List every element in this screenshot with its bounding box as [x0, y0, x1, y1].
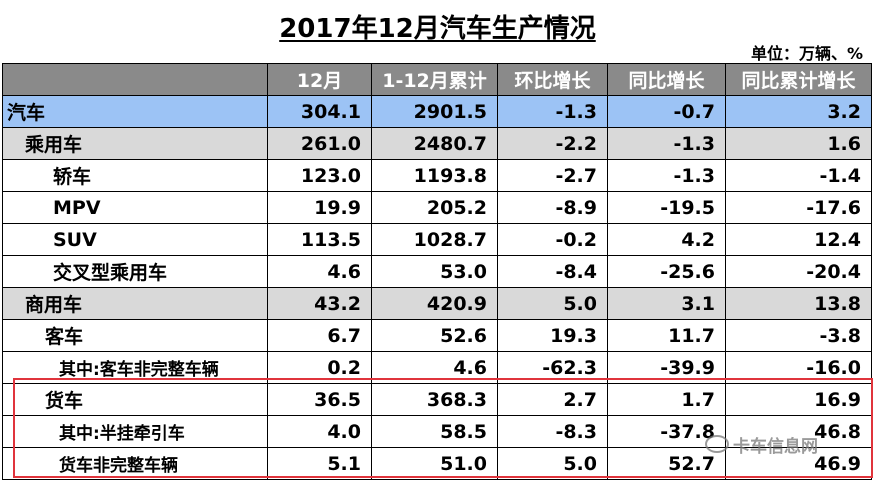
cell-value: 113.5 [267, 223, 372, 256]
row-label: 乘用车 [2, 127, 268, 160]
cell-value: 36.5 [267, 383, 372, 416]
cell-value: 0.2 [267, 351, 372, 384]
row-label: MPV [2, 191, 268, 224]
cell-value: -2.2 [497, 127, 608, 160]
cell-value: 6.7 [267, 319, 372, 352]
header-cell: 环比增长 [497, 63, 608, 96]
row-label: 交叉型乘用车 [2, 255, 268, 288]
row-label: 货车非完整车辆 [2, 447, 268, 480]
cell-value: 368.3 [371, 383, 498, 416]
cell-value: 5.0 [497, 287, 608, 320]
cell-value: 52.6 [371, 319, 498, 352]
wechat-icon [705, 435, 729, 453]
row-label: 商用车 [2, 287, 268, 320]
unit-note: 单位：万辆、% [750, 44, 863, 63]
table-row: 货车非完整车辆 5.1 51.0 5.0 52.7 46.9 [2, 447, 872, 480]
cell-value: 11.7 [607, 319, 726, 352]
header-cell: 同比增长 [607, 63, 726, 96]
row-label: 其中:半挂牵引车 [2, 415, 268, 448]
table-row: MPV 19.9 205.2 -8.9 -19.5 -17.6 [2, 191, 872, 224]
table-row: 客车 6.7 52.6 19.3 11.7 -3.8 [2, 319, 872, 352]
cell-value: 4.2 [607, 223, 726, 256]
cell-value: -8.4 [497, 255, 608, 288]
cell-value: 3.1 [607, 287, 726, 320]
table-row: 商用车 43.2 420.9 5.0 3.1 13.8 [2, 287, 872, 320]
table-row: 其中:半挂牵引车 4.0 58.5 -8.3 -37.8 46.8 [2, 415, 872, 448]
header-cell [2, 63, 268, 96]
cell-value: -1.3 [497, 95, 608, 128]
cell-value: 4.6 [267, 255, 372, 288]
table-row: SUV 113.5 1028.7 -0.2 4.2 12.4 [2, 223, 872, 256]
row-label: 汽车 [2, 95, 268, 128]
cell-value: 5.0 [497, 447, 608, 480]
cell-value: 3.2 [725, 95, 872, 128]
row-label: 货车 [2, 383, 268, 416]
cell-value: -39.9 [607, 351, 726, 384]
cell-value: -8.9 [497, 191, 608, 224]
table-row: 其中:客车非完整车辆 0.2 4.6 -62.3 -39.9 -16.0 [2, 351, 872, 384]
page-title: 2017年12月汽车生产情况 [279, 14, 596, 44]
cell-value: 261.0 [267, 127, 372, 160]
header-row: 12月 1-12月累计 环比增长 同比增长 同比累计增长 [2, 63, 872, 96]
cell-value: -0.2 [497, 223, 608, 256]
cell-value: 2480.7 [371, 127, 498, 160]
header-cell: 同比累计增长 [725, 63, 872, 96]
table-row: 轿车 123.0 1193.8 -2.7 -1.3 -1.4 [2, 159, 872, 192]
cell-value: 43.2 [267, 287, 372, 320]
cell-value: 1.6 [725, 127, 872, 160]
cell-value: 420.9 [371, 287, 498, 320]
table-row: 交叉型乘用车 4.6 53.0 -8.4 -25.6 -20.4 [2, 255, 872, 288]
cell-value: 2901.5 [371, 95, 498, 128]
row-label: SUV [2, 223, 268, 256]
header-cell: 12月 [267, 63, 372, 96]
cell-value: 2.7 [497, 383, 608, 416]
cell-value: 58.5 [371, 415, 498, 448]
cell-value: -8.3 [497, 415, 608, 448]
cell-value: -25.6 [607, 255, 726, 288]
cell-value: -16.0 [725, 351, 872, 384]
table-row: 汽车 304.1 2901.5 -1.3 -0.7 3.2 [2, 95, 872, 128]
cell-value: -2.7 [497, 159, 608, 192]
cell-value: -20.4 [725, 255, 872, 288]
cell-value: 304.1 [267, 95, 372, 128]
cell-value: 4.6 [371, 351, 498, 384]
cell-value: 205.2 [371, 191, 498, 224]
cell-value: -3.8 [725, 319, 872, 352]
header-cell: 1-12月累计 [371, 63, 498, 96]
cell-value: 53.0 [371, 255, 498, 288]
cell-value: 16.9 [725, 383, 872, 416]
cell-value: -19.5 [607, 191, 726, 224]
cell-value: 1193.8 [371, 159, 498, 192]
row-label: 客车 [2, 319, 268, 352]
cell-value: 4.0 [267, 415, 372, 448]
cell-value: -0.7 [607, 95, 726, 128]
cell-value: 1028.7 [371, 223, 498, 256]
row-label: 其中:客车非完整车辆 [2, 351, 268, 384]
cell-value: 13.8 [725, 287, 872, 320]
watermark-text: 卡车信息网 [733, 437, 818, 457]
cell-value: -17.6 [725, 191, 872, 224]
cell-value: -1.4 [725, 159, 872, 192]
cell-value: 12.4 [725, 223, 872, 256]
table-row: 乘用车 261.0 2480.7 -2.2 -1.3 1.6 [2, 127, 872, 160]
production-table: 12月 1-12月累计 环比增长 同比增长 同比累计增长 汽车 304.1 29… [2, 63, 872, 480]
watermark: 卡车信息网 [705, 432, 818, 457]
cell-value: 123.0 [267, 159, 372, 192]
row-label: 轿车 [2, 159, 268, 192]
cell-value: 19.9 [267, 191, 372, 224]
cell-value: 1.7 [607, 383, 726, 416]
cell-value: 5.1 [267, 447, 372, 480]
cell-value: -1.3 [607, 159, 726, 192]
cell-value: -62.3 [497, 351, 608, 384]
cell-value: 52.7 [607, 447, 726, 480]
cell-value: 51.0 [371, 447, 498, 480]
cell-value: 46.9 [725, 447, 872, 480]
cell-value: -1.3 [607, 127, 726, 160]
table-row: 货车 36.5 368.3 2.7 1.7 16.9 [2, 383, 872, 416]
cell-value: 19.3 [497, 319, 608, 352]
